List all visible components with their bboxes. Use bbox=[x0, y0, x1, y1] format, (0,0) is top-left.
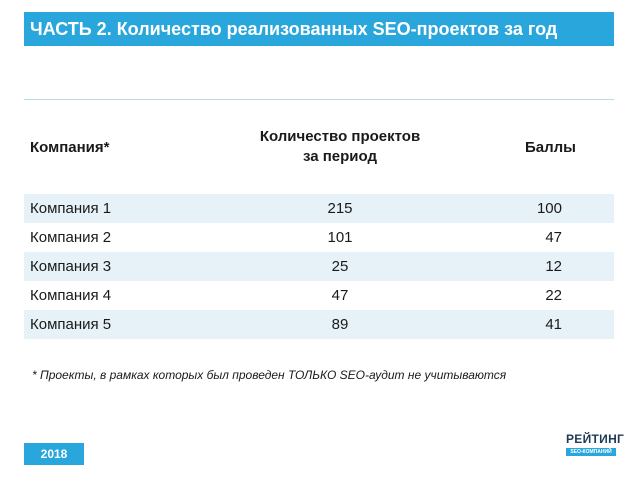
header-projects: Количество проектов за период bbox=[205, 100, 475, 194]
table-row: Компания 2 101 47 bbox=[24, 223, 614, 252]
logo-subtitle: SEO-КОМПАНИЙ bbox=[566, 448, 616, 456]
cell-projects: 89 bbox=[205, 310, 475, 339]
table-header-row: Компания* Количество проектов за период … bbox=[24, 100, 614, 194]
header-company: Компания* bbox=[30, 138, 110, 156]
cell-points: 12 bbox=[475, 252, 614, 281]
cell-projects: 101 bbox=[205, 223, 475, 252]
cell-points: 41 bbox=[475, 310, 614, 339]
cell-points: 47 bbox=[475, 223, 614, 252]
table-row: Компания 1 215 100 bbox=[24, 194, 614, 223]
table-top-rule bbox=[24, 99, 614, 100]
cell-company: Компания 4 bbox=[24, 281, 205, 310]
table-row: Компания 5 89 41 bbox=[24, 310, 614, 339]
cell-company: Компания 5 bbox=[24, 310, 205, 339]
cell-company: Компания 1 bbox=[24, 194, 205, 223]
table-row: Компания 4 47 22 bbox=[24, 281, 614, 310]
slide-title: ЧАСТЬ 2. Количество реализованных SEO-пр… bbox=[24, 12, 614, 46]
logo-word: РЕЙТИНГ bbox=[566, 432, 625, 446]
cell-projects: 25 bbox=[205, 252, 475, 281]
table-row: Компания 3 25 12 bbox=[24, 252, 614, 281]
footnote: * Проекты, в рамках которых был проведен… bbox=[32, 368, 507, 382]
year-badge: 2018 bbox=[24, 443, 84, 465]
cell-projects: 47 bbox=[205, 281, 475, 310]
cell-points: 22 bbox=[475, 281, 614, 310]
header-projects-line2: за период bbox=[302, 148, 378, 165]
cell-points: 100 bbox=[475, 194, 614, 223]
cell-company: Компания 3 bbox=[24, 252, 205, 281]
header-projects-line1: Количество проектов bbox=[259, 128, 421, 145]
cell-projects: 215 bbox=[205, 194, 475, 223]
seo-projects-table: Компания* Количество проектов за период … bbox=[24, 100, 614, 339]
rating-logo: РЕЙТИНГ SEO-КОМПАНИЙ bbox=[566, 432, 625, 468]
header-points: Баллы bbox=[525, 138, 576, 156]
cell-company: Компания 2 bbox=[24, 223, 205, 252]
